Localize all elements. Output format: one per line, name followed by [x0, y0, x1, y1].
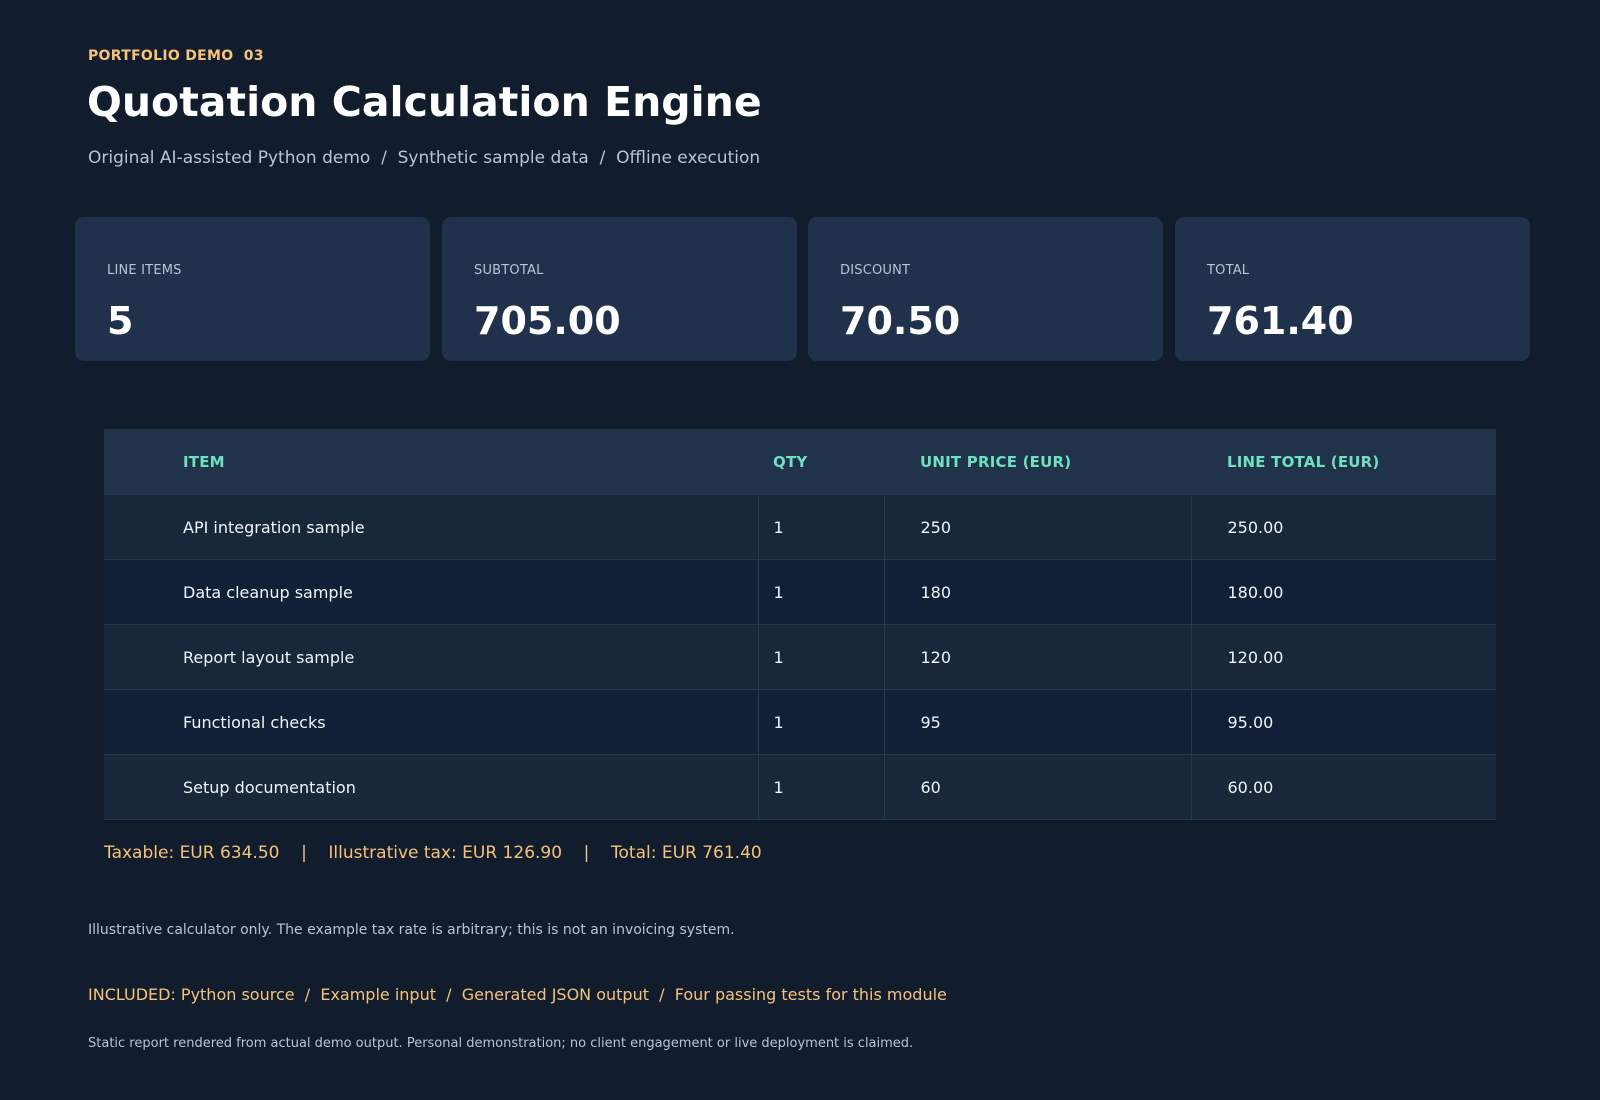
cell-item: Report layout sample [104, 624, 758, 690]
summary-cards: LINE ITEMS 5 SUBTOTAL 705.00 DISCOUNT 70… [75, 217, 1530, 361]
card-subtotal: SUBTOTAL 705.00 [442, 217, 797, 361]
card-line-items: LINE ITEMS 5 [75, 217, 430, 361]
quotation-table-container: ITEM QTY UNIT PRICE (EUR) LINE TOTAL (EU… [104, 429, 1496, 820]
cell-line-total: 95.00 [1190, 689, 1496, 755]
card-value: 705.00 [474, 299, 621, 343]
footnote-text: Static report rendered from actual demo … [88, 1036, 914, 1051]
card-label: TOTAL [1207, 263, 1250, 278]
cell-qty: 1 [757, 624, 884, 690]
cell-line-total: 120.00 [1190, 624, 1496, 690]
included-list: INCLUDED: Python source / Example input … [88, 985, 947, 1004]
cell-line-total: 180.00 [1190, 559, 1496, 625]
cell-item: Data cleanup sample [104, 559, 758, 625]
tax-summary-line: Taxable: EUR 634.50 | Illustrative tax: … [104, 843, 762, 863]
column-header-line-total: LINE TOTAL (EUR) [1191, 429, 1496, 495]
portfolio-eyebrow: PORTFOLIO DEMO 03 [88, 48, 264, 64]
cell-qty: 1 [757, 754, 884, 820]
card-value: 5 [107, 299, 134, 343]
column-header-unit-price: UNIT PRICE (EUR) [884, 429, 1191, 495]
table-row: Report layout sample 1 120 120.00 [104, 624, 1496, 690]
card-discount: DISCOUNT 70.50 [808, 217, 1163, 361]
table-row: Setup documentation 1 60 60.00 [104, 754, 1496, 820]
cell-unit-price: 250 [883, 494, 1191, 560]
cell-item: Functional checks [104, 689, 758, 755]
cell-unit-price: 95 [883, 689, 1191, 755]
column-header-item: ITEM [104, 429, 758, 495]
cell-qty: 1 [757, 689, 884, 755]
cell-unit-price: 120 [883, 624, 1191, 690]
table-header-row: ITEM QTY UNIT PRICE (EUR) LINE TOTAL (EU… [104, 429, 1496, 495]
card-label: DISCOUNT [840, 263, 911, 278]
card-label: LINE ITEMS [107, 263, 182, 278]
cell-qty: 1 [757, 559, 884, 625]
column-header-qty: QTY [758, 429, 884, 495]
table-row: Functional checks 1 95 95.00 [104, 689, 1496, 755]
cell-qty: 1 [757, 494, 884, 560]
card-label: SUBTOTAL [474, 263, 544, 278]
cell-unit-price: 60 [883, 754, 1191, 820]
cell-line-total: 250.00 [1190, 494, 1496, 560]
page-title: Quotation Calculation Engine [87, 78, 762, 126]
table-row: API integration sample 1 250 250.00 [104, 494, 1496, 560]
quotation-table: ITEM QTY UNIT PRICE (EUR) LINE TOTAL (EU… [104, 429, 1496, 820]
card-value: 761.40 [1207, 299, 1354, 343]
cell-item: Setup documentation [104, 754, 758, 820]
cell-line-total: 60.00 [1190, 754, 1496, 820]
cell-item: API integration sample [104, 494, 758, 560]
page-subtitle: Original AI-assisted Python demo / Synth… [88, 148, 761, 168]
table-row: Data cleanup sample 1 180 180.00 [104, 559, 1496, 625]
card-total: TOTAL 761.40 [1175, 217, 1530, 361]
cell-unit-price: 180 [883, 559, 1191, 625]
disclaimer-text: Illustrative calculator only. The exampl… [88, 922, 735, 938]
card-value: 70.50 [840, 299, 961, 343]
